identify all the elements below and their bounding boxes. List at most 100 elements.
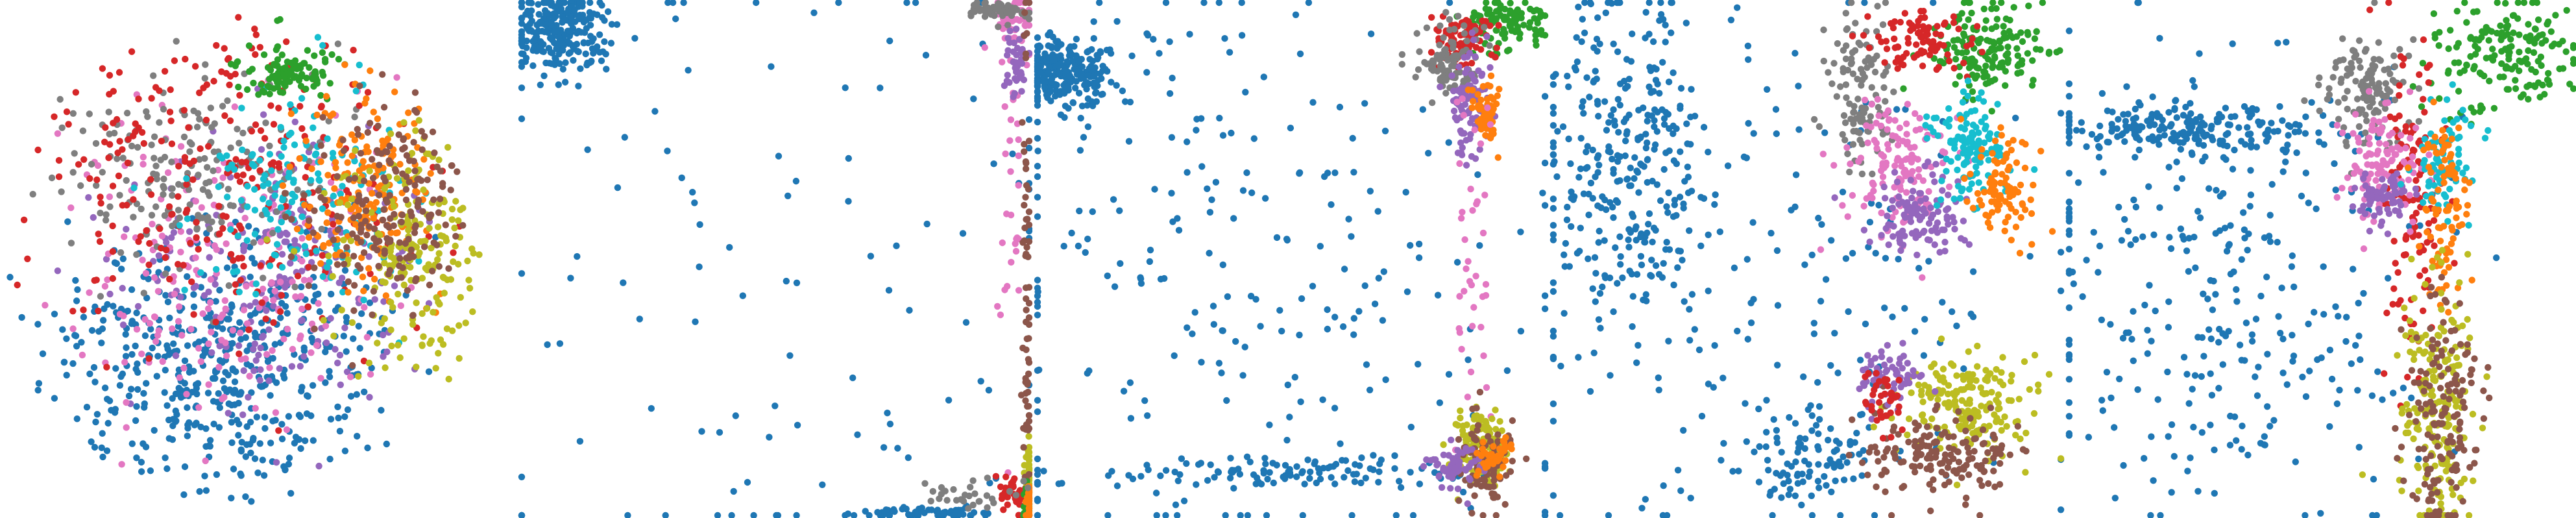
- scatter-point: [1509, 417, 1516, 425]
- scatter-point: [1306, 475, 1313, 482]
- scatter-point: [141, 332, 149, 339]
- scatter-point: [360, 249, 368, 256]
- scatter-point: [434, 256, 441, 264]
- scatter-point: [1025, 498, 1033, 505]
- scatter-point: [1324, 325, 1331, 333]
- scatter-point: [370, 108, 377, 116]
- scatter-point: [1466, 475, 1473, 482]
- scatter-point: [1350, 315, 1357, 322]
- scatter-point: [1688, 188, 1695, 195]
- scatter-point: [1564, 73, 1571, 80]
- scatter-point: [1222, 512, 1229, 518]
- scatter-point: [193, 234, 200, 241]
- scatter-point: [1631, 175, 1638, 182]
- scatter-point: [1403, 288, 1411, 295]
- scatter-point: [1564, 203, 1571, 211]
- scatter-point: [1675, 247, 1682, 254]
- scatter-point: [186, 369, 193, 376]
- scatter-point: [243, 237, 250, 244]
- scatter-point: [212, 375, 219, 382]
- scatter-point: [548, 49, 556, 57]
- scatter-point: [354, 125, 361, 133]
- scatter-point: [393, 167, 400, 175]
- scatter-point: [1563, 216, 1571, 223]
- scatter-point: [614, 184, 622, 191]
- scatter-point: [672, 15, 679, 23]
- scatter-point: [277, 204, 285, 211]
- scatter-point: [1601, 98, 1609, 105]
- scatter-point: [242, 158, 250, 166]
- scatter-point: [1517, 228, 1524, 236]
- scatter-point: [1413, 30, 1420, 37]
- scatter-point: [223, 264, 231, 271]
- scatter-point: [381, 250, 388, 257]
- scatter-point: [432, 365, 439, 372]
- scatter-point: [953, 497, 960, 504]
- scatter-point: [324, 135, 331, 142]
- scatter-point: [235, 83, 242, 91]
- scatter-point: [1436, 399, 1444, 406]
- scatter-point: [327, 112, 334, 119]
- scatter-point: [1603, 206, 1610, 214]
- scatter-point: [42, 302, 49, 309]
- scatter-point: [1025, 116, 1033, 123]
- scatter-point: [125, 392, 133, 400]
- scatter-point: [349, 230, 356, 238]
- scatter-point: [245, 393, 252, 401]
- scatter-point: [411, 224, 419, 231]
- scatter-point: [279, 330, 286, 337]
- scatter-point: [225, 55, 232, 62]
- scatter-point: [336, 199, 344, 206]
- scatter-point: [298, 213, 306, 221]
- scatter-point: [1594, 169, 1601, 176]
- scatter-point: [1648, 256, 1655, 264]
- scatter-point: [1681, 298, 1688, 305]
- scatter-point: [1455, 12, 1462, 19]
- scatter-point: [251, 206, 259, 214]
- scatter-point: [1345, 216, 1352, 223]
- scatter-point: [1007, 116, 1015, 123]
- scatter-point: [79, 127, 87, 134]
- scatter-point: [407, 264, 414, 271]
- scatter-point: [300, 347, 308, 354]
- scatter-point: [566, 28, 574, 35]
- scatter-point: [1586, 93, 1593, 101]
- scatter-point: [1459, 130, 1466, 137]
- scatter-point: [1162, 512, 1169, 518]
- scatter-point: [191, 63, 199, 70]
- scatter-point: [1549, 355, 1557, 362]
- scatter-point: [1645, 221, 1652, 228]
- scatter-point: [106, 141, 114, 148]
- scatter-point: [1459, 422, 1466, 430]
- scatter-point: [950, 486, 957, 493]
- scatter-point: [1008, 18, 1016, 25]
- scatter-point: [886, 512, 893, 518]
- scatter-point: [188, 278, 195, 286]
- scatter-point: [1479, 293, 1487, 301]
- scatter-point: [1866, 219, 1874, 226]
- scatter-point: [1541, 463, 1549, 470]
- scatter-point: [221, 45, 228, 52]
- scatter-point: [1482, 464, 1489, 471]
- scatter-point: [339, 136, 346, 143]
- scatter-point: [164, 342, 171, 349]
- scatter-point: [1008, 258, 1015, 266]
- scatter-point: [204, 217, 211, 224]
- scatter-point: [420, 156, 428, 163]
- scatter-point: [1025, 299, 1033, 307]
- scatter-point: [1684, 140, 1691, 147]
- scatter-point: [155, 252, 162, 259]
- scatter-point: [184, 342, 191, 349]
- scatter-point: [103, 447, 111, 454]
- scatter-point: [206, 437, 214, 444]
- scatter-point: [1911, 328, 1919, 335]
- scatter-point: [1088, 62, 1095, 70]
- scatter-point: [1448, 62, 1455, 69]
- scatter-point: [886, 421, 894, 428]
- scatter-point: [1623, 128, 1631, 135]
- scatter-point: [1376, 460, 1383, 467]
- scatter-point: [903, 505, 910, 513]
- scatter-point: [1801, 261, 1808, 268]
- scatter-point: [1561, 251, 1568, 258]
- scatter-point: [176, 222, 183, 229]
